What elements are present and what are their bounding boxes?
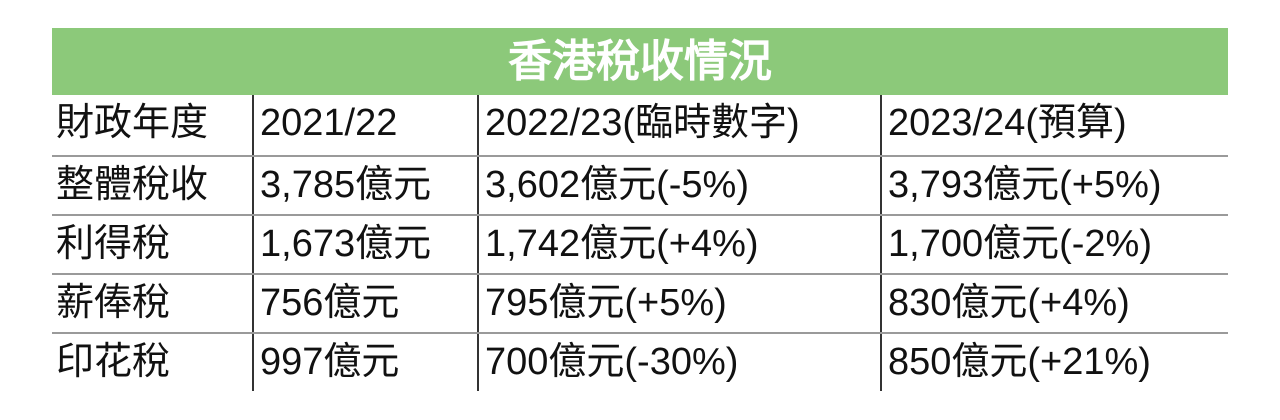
table-cell: 795億元(+5%) — [477, 275, 880, 332]
table-cell: 997億元 — [252, 334, 477, 391]
table-cell: 756億元 — [252, 275, 477, 332]
header-cell: 2021/22 — [252, 95, 477, 155]
table-row: 利得稅 1,673億元 1,742億元(+4%) 1,700億元(-2%) — [52, 214, 1228, 273]
table-cell: 印花稅 — [56, 341, 171, 383]
table-cell: 薪俸稅 — [56, 282, 171, 324]
table-row: 印花稅 997億元 700億元(-30%) 850億元(+21%) — [52, 332, 1228, 391]
header-cell: 2022/23(臨時數字) — [477, 95, 880, 155]
table: 財政年度 2021/22 2022/23(臨時數字) 2023/24(預算) 整體稅收 3… — [52, 95, 1228, 391]
table-cell: 3,785億元 — [252, 157, 477, 214]
table-cell: 整體稅收 — [56, 164, 209, 206]
table-cell: 利得稅 — [56, 223, 171, 265]
header-cell: 財政年度 — [56, 102, 209, 144]
table-cell: 1,742億元(+4%) — [477, 216, 880, 273]
header-cell: 2023/24(預算) — [880, 95, 1228, 155]
table-cell: 1,673億元 — [252, 216, 477, 273]
table-cell: 3,602億元(-5%) — [477, 157, 880, 214]
table-title: 香港稅收情況 — [52, 28, 1228, 95]
header-row: 財政年度 2021/22 2022/23(臨時數字) 2023/24(預算) — [52, 95, 1228, 155]
table-cell: 830億元(+4%) — [880, 275, 1228, 332]
table-cell: 1,700億元(-2%) — [880, 216, 1228, 273]
table-cell: 850億元(+21%) — [880, 334, 1228, 391]
table-cell: 700億元(-30%) — [477, 334, 880, 391]
table-cell: 3,793億元(+5%) — [880, 157, 1228, 214]
table-row: 薪俸稅 756億元 795億元(+5%) 830億元(+4%) — [52, 273, 1228, 332]
table-row: 整體稅收 3,785億元 3,602億元(-5%) 3,793億元(+5%) — [52, 155, 1228, 214]
